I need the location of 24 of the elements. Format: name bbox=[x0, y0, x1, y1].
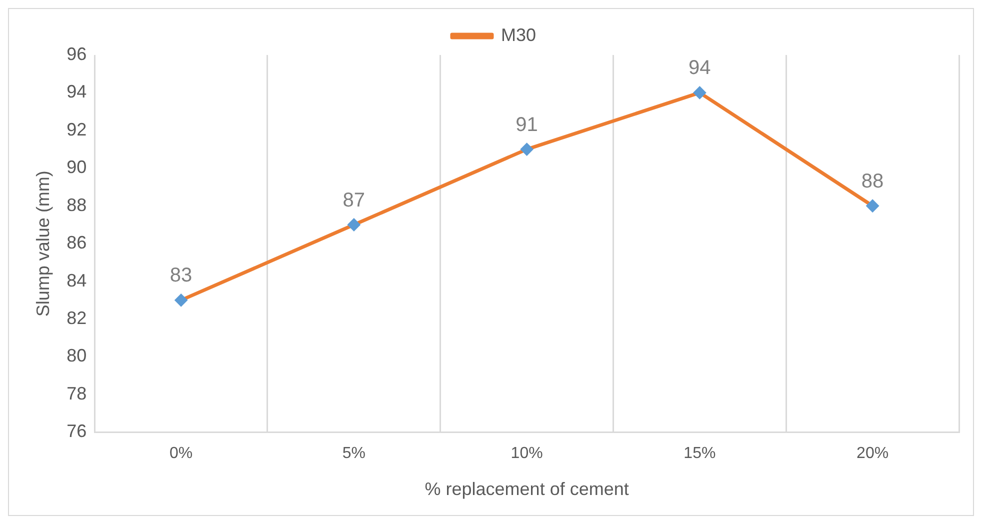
y-tick-label: 92 bbox=[66, 119, 87, 140]
y-tick-label: 80 bbox=[66, 346, 87, 366]
y-tick-label: 76 bbox=[66, 421, 87, 442]
x-tick-label: 20% bbox=[856, 445, 889, 462]
y-axis-title: Slump value (mm) bbox=[32, 170, 53, 317]
data-label: 87 bbox=[342, 189, 366, 212]
y-tick-label: 96 bbox=[66, 44, 87, 64]
x-tick-label: 0% bbox=[169, 445, 193, 462]
y-tick-label: 94 bbox=[66, 82, 87, 102]
data-label: 83 bbox=[170, 264, 192, 287]
x-tick-label: 5% bbox=[342, 445, 366, 462]
y-tick-label: 78 bbox=[66, 383, 87, 404]
y-tick-label: 88 bbox=[66, 194, 87, 215]
y-tick-label: 90 bbox=[66, 157, 87, 178]
data-label: 94 bbox=[688, 57, 711, 80]
x-tick-label: 15% bbox=[684, 445, 716, 462]
x-axis-title: % replacement of cement bbox=[424, 479, 629, 500]
x-tick-label: 10% bbox=[510, 445, 543, 462]
data-label: 88 bbox=[861, 170, 884, 192]
y-tick-label: 86 bbox=[66, 232, 87, 253]
y-tick-label: 84 bbox=[66, 270, 87, 290]
legend-label: M30 bbox=[500, 24, 536, 45]
data-label: 91 bbox=[516, 114, 538, 136]
y-tick-label: 82 bbox=[66, 308, 87, 328]
